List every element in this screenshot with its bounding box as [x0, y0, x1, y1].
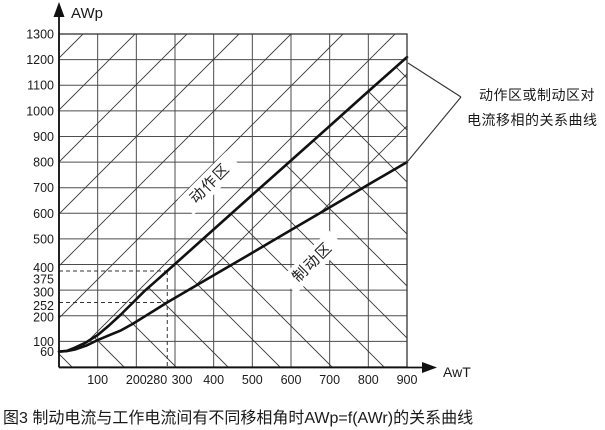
grid-lines [59, 33, 408, 367]
annotation-leader-lines [407, 62, 462, 162]
y-tick-label: 500 [33, 232, 54, 246]
x-tick-label: 300 [172, 373, 193, 387]
y-tick-label: 100 [33, 335, 54, 349]
annotation-line-1: 动作区或制动区对 [479, 87, 595, 103]
y-tick-label: 1100 [27, 79, 54, 93]
hatch-down-right [59, 57, 407, 367]
x-tick-label: 900 [397, 373, 418, 387]
y-tick-label: 252 [33, 299, 54, 313]
axes [58, 14, 423, 369]
plot-border [58, 33, 408, 368]
x-tick-label: 200 [126, 373, 147, 387]
y-tick-label: 375 [33, 272, 54, 286]
x-tick-label: 280 [146, 373, 167, 387]
annotation-line-2: 电流移相的关系曲线 [467, 112, 598, 128]
curve-braking-boundary [57, 160, 409, 353]
y-tick-label: 400 [33, 261, 54, 275]
y-tick-label: 700 [33, 181, 54, 195]
y-axis-arrow-icon [53, 2, 65, 17]
y-tick-label: 900 [33, 130, 54, 144]
x-tick-label: 600 [281, 373, 302, 387]
y-tick-label: 300 [33, 286, 54, 300]
region-label-action-zone: 动作区 [177, 151, 242, 215]
y-tick-label: 1200 [26, 53, 54, 67]
y-axis-label: AWp [71, 5, 103, 22]
y-tick-label: 60 [40, 345, 54, 359]
y-tick-labels: 1300 1200 1100 1000 900 800 700 600 500 400375300… [26, 28, 54, 360]
x-tick-label: 800 [358, 373, 379, 387]
figure-caption: 图3 制动电流与工作电流间有不同移相角时AWp=f(AWr)的关系曲线 [3, 410, 474, 427]
y-tick-label: 1000 [26, 104, 54, 118]
y-tick-label: 1300 [26, 28, 54, 42]
x-axis-arrow-icon [422, 362, 437, 373]
hatch-up-right [59, 34, 407, 352]
dashed-reference-lines [59, 270, 168, 367]
x-tick-labels: 100 200 280 300 400 500 600 700 800 900 [87, 373, 417, 387]
y-tick-label: 200 [33, 310, 54, 324]
svg-text:制动区: 制动区 [289, 239, 336, 286]
region-label-braking-zone: 制动区 [280, 230, 345, 294]
y-tick-label: 600 [33, 207, 54, 221]
curve-action-boundary [57, 55, 409, 353]
x-axis-label: AwT [443, 364, 471, 380]
x-tick-label: 700 [319, 373, 340, 387]
y-tick-label: 800 [33, 156, 54, 170]
x-tick-label: 100 [87, 373, 108, 387]
x-tick-label: 500 [242, 373, 263, 387]
x-tick-label: 400 [203, 373, 224, 387]
